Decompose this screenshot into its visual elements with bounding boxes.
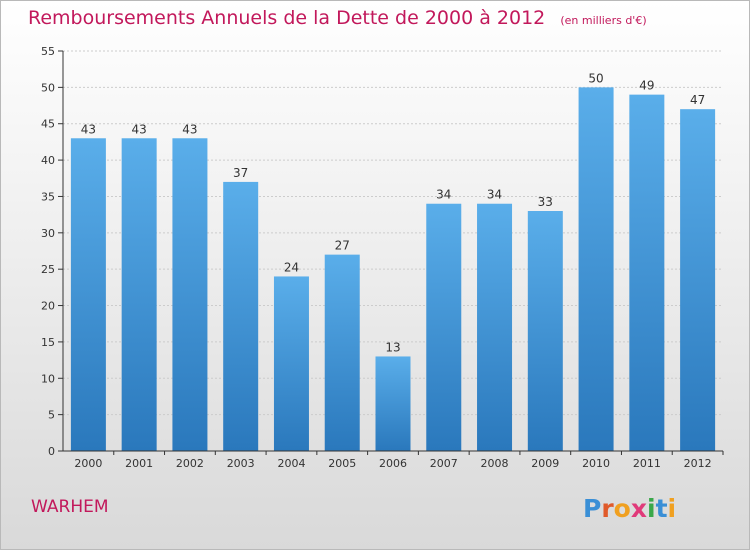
bar-value-label: 34 <box>436 188 451 202</box>
x-tick-label: 2001 <box>125 457 153 470</box>
axis-layer: 0 5 10 15 20 25 30 35 40 45 50 55 2000 2001 2002 2003 20… <box>41 45 724 470</box>
svg-text:Proxiti: Proxiti <box>583 494 676 523</box>
bar <box>680 109 716 451</box>
chart-title-block: Remboursements Annuels de la Dette de 20… <box>28 7 647 29</box>
bar-value-label: 27 <box>335 239 350 253</box>
bar <box>121 138 157 452</box>
bar-value-label: 33 <box>538 195 553 209</box>
chart-unit: (en milliers d'€) <box>560 14 647 27</box>
bar <box>223 181 259 451</box>
bar-value-label: 50 <box>588 71 603 85</box>
bar <box>527 211 563 451</box>
x-tick-label: 2004 <box>277 457 305 470</box>
y-tick-label: 45 <box>41 118 55 131</box>
bar-value-label: 34 <box>487 188 502 202</box>
bar-value-label: 43 <box>81 122 96 136</box>
bar-layer: 43 43 43 37 24 27 13 34 34 33 50 49 47 <box>70 71 716 452</box>
bar-value-label: 13 <box>385 340 400 354</box>
bar <box>273 276 309 451</box>
x-tick-label: 2011 <box>633 457 661 470</box>
bar-value-label: 24 <box>284 260 299 274</box>
bar-value-label: 47 <box>690 93 705 107</box>
x-tick-label: 2000 <box>74 457 102 470</box>
y-tick-label: 15 <box>41 336 55 349</box>
bar <box>324 254 360 451</box>
bar <box>375 356 411 451</box>
x-tick-label: 2005 <box>328 457 356 470</box>
chart-title: Remboursements Annuels de la Dette de 20… <box>28 7 546 29</box>
x-tick-label: 2007 <box>430 457 458 470</box>
y-tick-label: 5 <box>48 409 55 422</box>
y-tick-label: 20 <box>41 300 55 313</box>
x-tick-label: 2002 <box>176 457 204 470</box>
y-tick-label: 10 <box>41 372 55 385</box>
x-tick-label: 2012 <box>684 457 712 470</box>
bar <box>629 94 665 452</box>
x-tick-label: 2006 <box>379 457 407 470</box>
x-tick-label: 2003 <box>227 457 255 470</box>
commune-name: WARHEM <box>31 497 109 517</box>
bar <box>426 203 462 451</box>
bar <box>172 138 208 452</box>
y-tick-label: 40 <box>41 154 55 167</box>
y-tick-label: 25 <box>41 263 55 276</box>
bar <box>70 138 106 452</box>
x-tick-label: 2010 <box>582 457 610 470</box>
bar-value-label: 49 <box>639 79 654 93</box>
y-tick-label: 0 <box>48 445 55 458</box>
bar-value-label: 43 <box>182 122 197 136</box>
bar <box>578 87 614 451</box>
bar <box>477 203 513 451</box>
bar-value-label: 43 <box>132 122 147 136</box>
bar-value-label: 37 <box>233 166 248 180</box>
y-tick-label: 35 <box>41 190 55 203</box>
y-tick-label: 30 <box>41 227 55 240</box>
x-tick-label: 2008 <box>481 457 509 470</box>
y-tick-label: 50 <box>41 81 55 94</box>
y-tick-label: 55 <box>41 45 55 58</box>
x-tick-label: 2009 <box>531 457 559 470</box>
proxiti-logo: Proxiti <box>583 494 676 523</box>
